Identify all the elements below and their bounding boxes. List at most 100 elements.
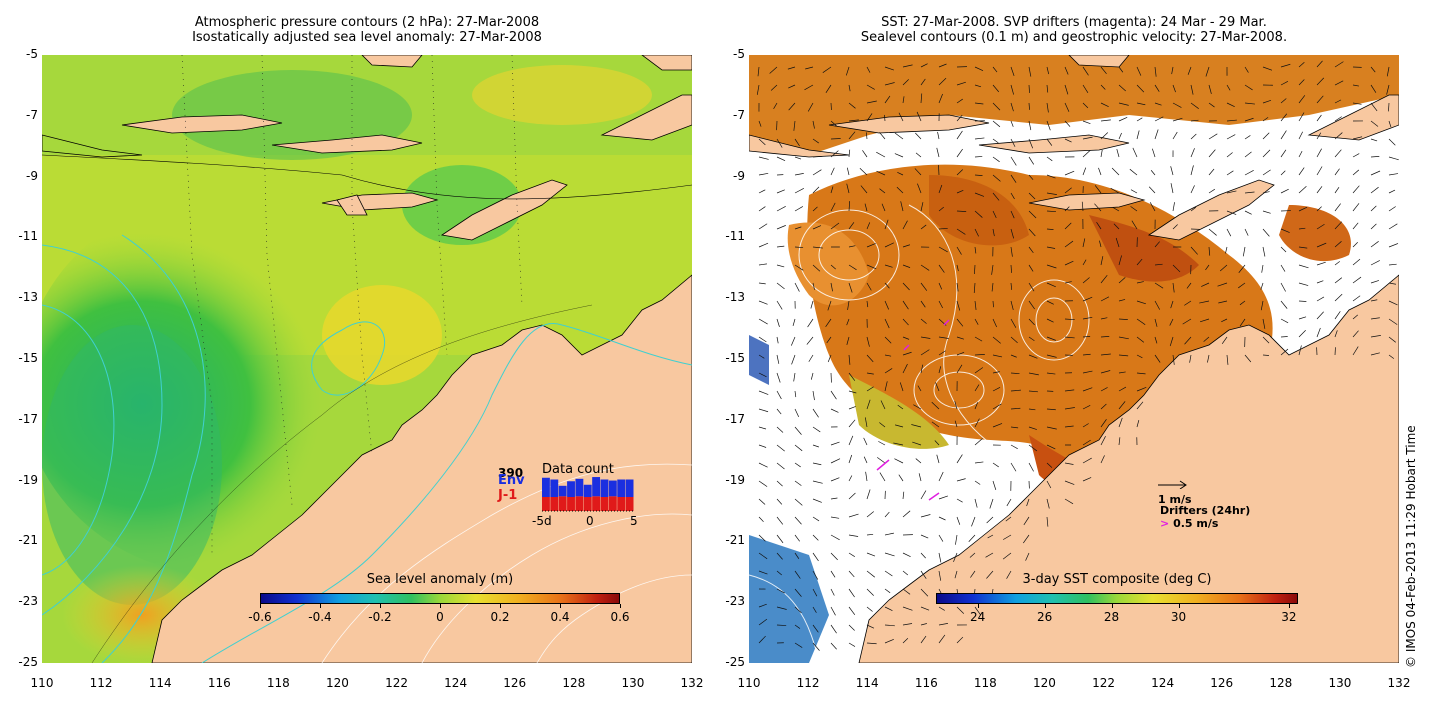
velocity-vector bbox=[866, 570, 876, 578]
velocity-vector bbox=[902, 570, 909, 576]
velocity-vector bbox=[1082, 387, 1093, 392]
velocity-vector bbox=[866, 399, 871, 410]
velocity-vector bbox=[812, 225, 822, 230]
velocity-vector bbox=[776, 444, 785, 452]
velocity-vector bbox=[776, 390, 782, 400]
velocity-vector bbox=[902, 64, 913, 68]
count-bar-env bbox=[617, 479, 626, 497]
velocity-vector bbox=[1100, 296, 1110, 302]
velocity-vector bbox=[1171, 66, 1174, 75]
velocity-vector bbox=[920, 570, 927, 579]
velocity-vector bbox=[1208, 228, 1217, 236]
velocity-vector bbox=[1154, 354, 1161, 363]
left-colorbar-tick-mark bbox=[260, 604, 261, 608]
velocity-vector bbox=[1169, 318, 1174, 326]
velocity-vector bbox=[1207, 354, 1210, 363]
velocity-vector bbox=[1370, 156, 1380, 158]
velocity-vector bbox=[1154, 66, 1157, 77]
velocity-vector bbox=[1244, 169, 1254, 176]
right-colorbar-tick-mark bbox=[1044, 604, 1046, 608]
velocity-vector bbox=[974, 156, 983, 158]
velocity-vector bbox=[1064, 260, 1074, 266]
velocity-vector bbox=[848, 552, 855, 557]
left-colorbar-tick: -0.2 bbox=[368, 610, 392, 624]
velocity-vector bbox=[954, 570, 958, 579]
velocity-vector bbox=[1172, 264, 1181, 273]
velocity-vector bbox=[866, 642, 877, 645]
velocity-vector bbox=[1370, 120, 1379, 127]
velocity-vector bbox=[899, 382, 904, 392]
velocity-vector bbox=[1064, 66, 1069, 75]
velocity-vector bbox=[1046, 138, 1053, 146]
velocity-vector bbox=[920, 635, 927, 644]
count-bar-env bbox=[592, 477, 601, 497]
velocity-vector bbox=[1280, 130, 1287, 140]
drifter-legend-value: 0.5 m/s bbox=[1173, 517, 1219, 530]
velocity-vector bbox=[884, 114, 886, 122]
velocity-vector bbox=[794, 534, 800, 542]
velocity-vector bbox=[1226, 102, 1235, 108]
velocity-vector bbox=[1082, 259, 1087, 266]
velocity-vector bbox=[992, 462, 999, 468]
velocity-vector bbox=[866, 264, 877, 270]
right-y-tick: -7 bbox=[733, 107, 745, 122]
right-colorbar-label: 3-day SST composite (deg C) bbox=[1022, 572, 1212, 587]
velocity-vector bbox=[1100, 353, 1111, 356]
right-map bbox=[749, 55, 1399, 663]
velocity-vector bbox=[1280, 246, 1287, 253]
velocity-vector bbox=[1010, 389, 1021, 392]
right-y-tick: -19 bbox=[725, 472, 745, 487]
velocity-vector bbox=[938, 606, 945, 611]
velocity-vector bbox=[1064, 498, 1074, 505]
velocity-vector bbox=[970, 570, 976, 578]
velocity-vector bbox=[938, 336, 949, 339]
velocity-vector bbox=[1334, 149, 1342, 158]
right-colorbar-tick: 30 bbox=[1170, 610, 1187, 624]
velocity-vector bbox=[866, 282, 872, 291]
velocity-vector bbox=[1136, 281, 1144, 284]
velocity-vector bbox=[1218, 300, 1228, 304]
velocity-vector bbox=[1172, 282, 1175, 293]
velocity-vector bbox=[1239, 318, 1246, 327]
velocity-vector bbox=[1334, 330, 1338, 338]
velocity-vector bbox=[1208, 84, 1212, 94]
velocity-vector bbox=[846, 318, 850, 326]
velocity-vector bbox=[956, 351, 965, 356]
velocity-vector bbox=[776, 552, 783, 560]
velocity-vector bbox=[1028, 354, 1038, 359]
velocity-legend: 1 m/s bbox=[1158, 474, 1192, 506]
velocity-vector bbox=[938, 300, 943, 309]
velocity-vector bbox=[1244, 84, 1253, 91]
velocity-vector bbox=[1118, 336, 1129, 340]
velocity-vector bbox=[1010, 66, 1015, 76]
velocity-vector bbox=[956, 282, 959, 292]
velocity-vector bbox=[1189, 354, 1192, 363]
velocity-vector bbox=[1113, 223, 1120, 230]
velocity-vector bbox=[812, 390, 815, 401]
velocity-vector bbox=[974, 461, 984, 464]
velocity-vector bbox=[974, 384, 980, 392]
velocity-vector bbox=[954, 420, 958, 428]
velocity-vector bbox=[1064, 240, 1074, 248]
velocity-vector bbox=[1370, 335, 1381, 338]
velocity-vector bbox=[956, 606, 965, 614]
velocity-vector bbox=[776, 624, 787, 626]
velocity-vector bbox=[822, 66, 832, 73]
velocity-vector bbox=[1316, 77, 1325, 86]
velocity-vector bbox=[1187, 66, 1192, 75]
velocity-vector bbox=[848, 390, 857, 394]
count-bar-j1 bbox=[550, 497, 559, 511]
velocity-vector bbox=[1046, 408, 1056, 411]
velocity-vector bbox=[1118, 277, 1126, 284]
velocity-vector bbox=[827, 300, 832, 311]
velocity-vector bbox=[812, 426, 821, 433]
velocity-vector bbox=[794, 480, 802, 486]
velocity-vector bbox=[794, 642, 803, 648]
velocity-vector bbox=[1334, 187, 1340, 194]
left-y-tick: -13 bbox=[18, 290, 38, 305]
velocity-vector bbox=[1064, 318, 1075, 321]
velocity-vector bbox=[1082, 296, 1093, 302]
velocity-vector bbox=[758, 462, 768, 468]
velocity-vector bbox=[956, 130, 963, 140]
velocity-vector bbox=[1316, 206, 1322, 212]
